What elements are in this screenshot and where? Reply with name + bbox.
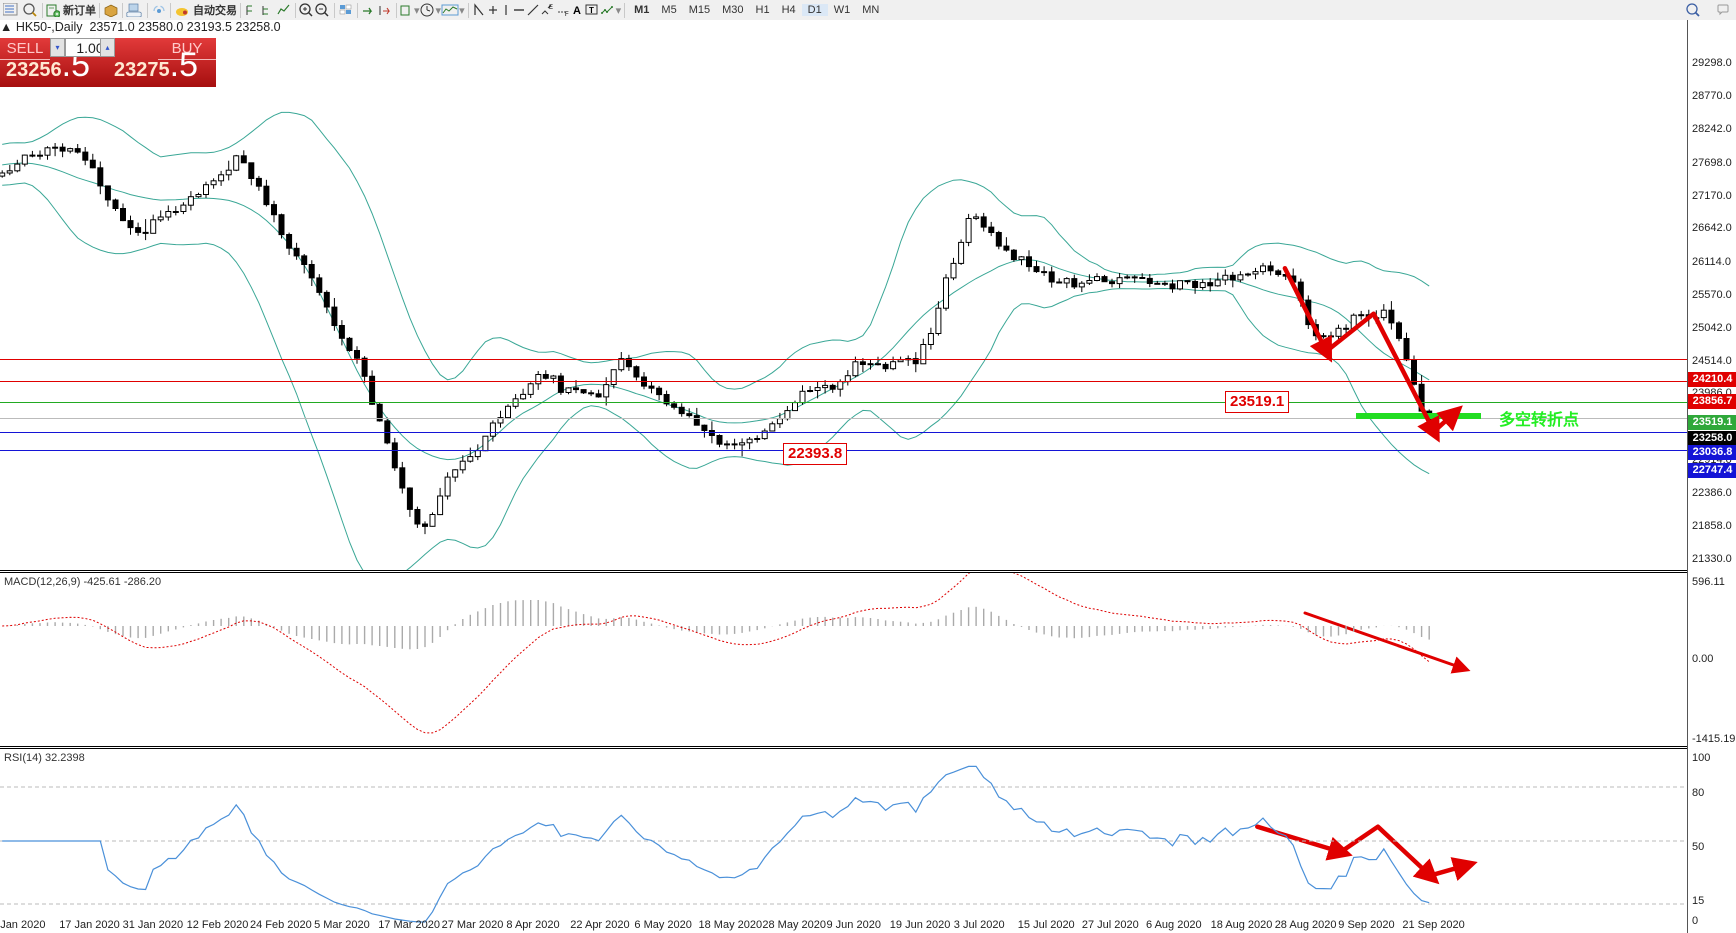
svg-text:A: A: [573, 5, 581, 17]
svg-text:F: F: [565, 12, 569, 17]
svg-text:T: T: [589, 6, 594, 15]
svg-text:E: E: [549, 5, 553, 11]
